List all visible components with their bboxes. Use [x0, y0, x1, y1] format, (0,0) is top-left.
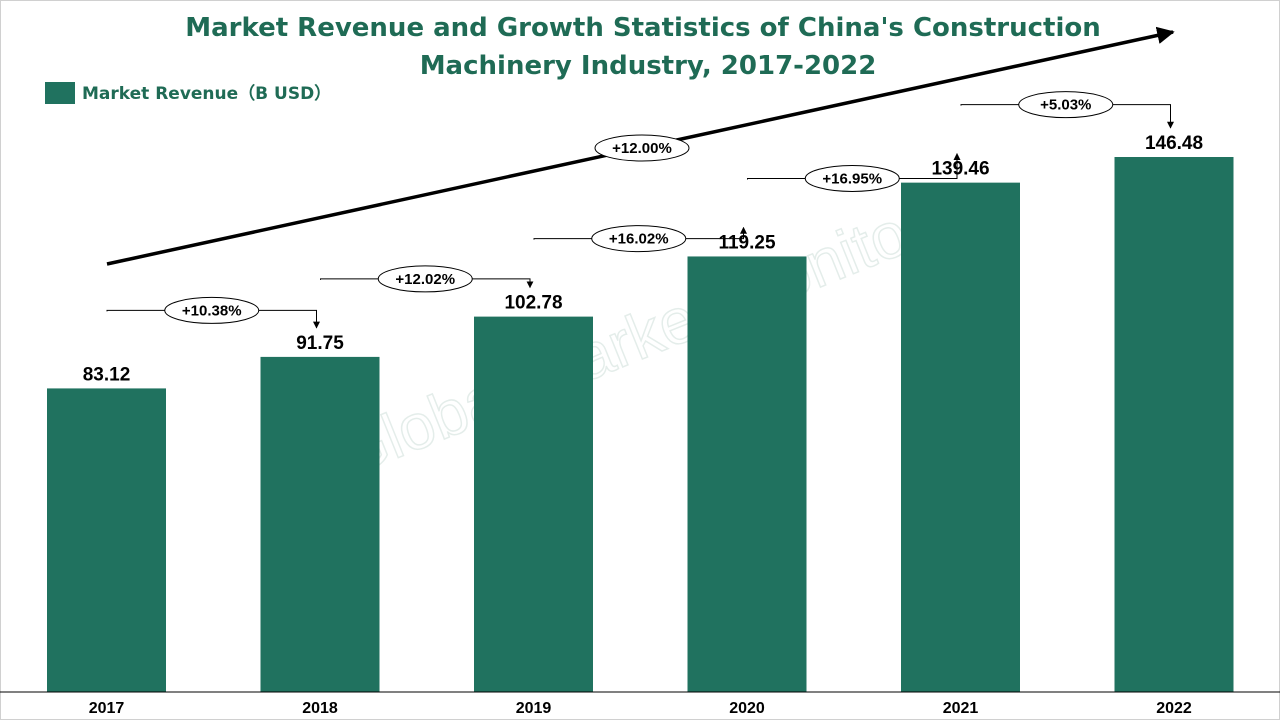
growth-label-2019: +12.02% [395, 271, 455, 288]
x-tick-2017: 2017 [89, 700, 125, 717]
x-tick-2022: 2022 [1156, 700, 1192, 717]
x-axis-ticks: 2017 2018 2019 2020 2021 2022 [89, 700, 1192, 717]
x-tick-2021: 2021 [943, 700, 979, 717]
legend-label: Market Revenue（B USD） [82, 83, 331, 104]
value-label-2021: 139.46 [931, 159, 989, 180]
x-tick-2018: 2018 [302, 700, 338, 717]
growth-label-2022: +5.03% [1040, 97, 1091, 114]
chart-title: Market Revenue and Growth Statistics of … [185, 13, 1101, 81]
x-tick-2019: 2019 [516, 700, 552, 717]
legend: Market Revenue（B USD） [45, 82, 331, 104]
value-labels-group: 83.12 91.75 102.78 119.25 139.46 146.48 [83, 133, 1203, 385]
growth-oval [164, 296, 260, 324]
growth-connector-2017-2018: +10.38% [106, 296, 320, 329]
cagr-callout: +12.00% [594, 134, 690, 162]
growth-connector-2018-2019: +12.02% [320, 265, 534, 293]
cagr-label: +12.00% [612, 140, 672, 157]
bar-2021 [901, 182, 1020, 692]
chart-title-line-1: Market Revenue and Growth Statistics of … [185, 13, 1101, 43]
growth-oval [804, 164, 900, 192]
value-label-2018: 91.75 [296, 333, 344, 354]
value-label-2017: 83.12 [83, 364, 131, 385]
growth-label-2018: +10.38% [182, 302, 242, 319]
bar-2019 [474, 316, 593, 692]
legend-swatch [45, 82, 75, 104]
growth-oval [377, 265, 473, 293]
value-label-2019: 102.78 [504, 293, 562, 314]
bar-2022 [1114, 157, 1234, 692]
bar-2017 [47, 388, 166, 692]
x-tick-2020: 2020 [729, 700, 765, 717]
bar-2020 [687, 256, 807, 692]
bar-2018 [260, 356, 380, 692]
growth-connector-2021-2022: +5.03% [960, 91, 1174, 129]
cagr-oval [594, 134, 690, 162]
growth-label-2021: +16.95% [822, 170, 882, 187]
value-label-2022: 146.48 [1145, 133, 1203, 154]
growth-connector-2020-2021: +16.95% [747, 152, 961, 192]
growth-oval [1018, 91, 1114, 119]
growth-oval [591, 225, 687, 253]
growth-connector-2019-2020: +16.02% [533, 225, 747, 253]
value-label-2020: 119.25 [718, 232, 775, 253]
bars-group [47, 157, 1234, 692]
chart-title-line-2: Machinery Industry, 2017-2022 [420, 51, 877, 81]
growth-connectors-group: +10.38% +12.02% +16.02% +16.95% +5.03% [106, 91, 1174, 329]
growth-label-2020: +16.02% [609, 231, 669, 248]
